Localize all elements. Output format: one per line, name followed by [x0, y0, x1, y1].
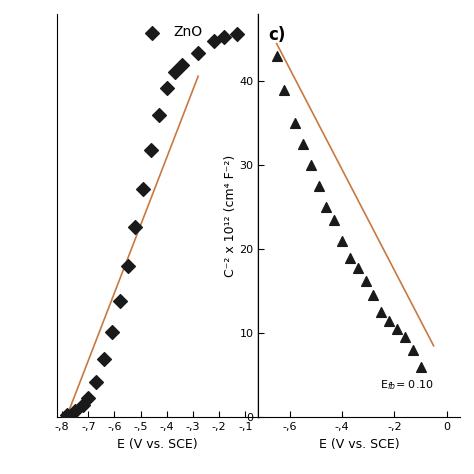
Point — [147, 146, 155, 154]
Point — [401, 334, 409, 341]
Point — [346, 254, 354, 262]
Point — [393, 325, 401, 333]
Text: E$_{fb}$= 0.10: E$_{fb}$= 0.10 — [381, 378, 435, 392]
Text: c): c) — [268, 27, 286, 44]
Point — [84, 394, 92, 401]
Point — [307, 162, 314, 169]
Point — [377, 309, 385, 316]
Y-axis label: C⁻² x 10¹² (cm⁴ F⁻²): C⁻² x 10¹² (cm⁴ F⁻²) — [224, 155, 237, 277]
Point — [323, 203, 330, 211]
Point — [362, 277, 369, 285]
Point — [291, 119, 299, 127]
Point — [220, 34, 228, 41]
Point — [92, 378, 100, 386]
Point — [79, 401, 87, 409]
Point — [409, 346, 417, 354]
Point — [330, 216, 338, 224]
Point — [179, 61, 186, 68]
Point — [385, 317, 393, 324]
Point — [234, 30, 241, 37]
Point — [64, 411, 71, 419]
Point — [194, 49, 202, 57]
Point — [155, 111, 163, 119]
Point — [210, 37, 218, 45]
Point — [273, 53, 281, 60]
Point — [338, 237, 346, 245]
Point — [124, 262, 131, 270]
Point — [100, 355, 108, 363]
Point — [299, 140, 307, 148]
Point — [132, 224, 139, 231]
Point — [370, 292, 377, 299]
Point — [315, 182, 322, 190]
X-axis label: E (V vs. SCE): E (V vs. SCE) — [117, 438, 198, 450]
Point — [163, 84, 171, 91]
Point — [139, 185, 147, 192]
Point — [108, 328, 116, 336]
Point — [281, 86, 288, 93]
Point — [171, 69, 178, 76]
Point — [72, 407, 79, 415]
Point — [417, 363, 424, 371]
Point — [354, 264, 362, 272]
Legend: ZnO: ZnO — [134, 21, 207, 44]
Point — [116, 297, 123, 305]
X-axis label: E (V vs. SCE): E (V vs. SCE) — [319, 438, 400, 450]
